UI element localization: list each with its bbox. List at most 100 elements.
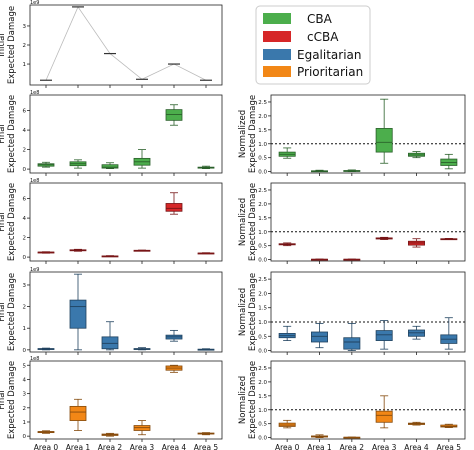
axes-frame [270, 94, 466, 174]
box-3 [375, 395, 393, 429]
box-body [311, 331, 328, 343]
box-5 [440, 153, 458, 170]
y-tick-label: 0 [23, 167, 27, 173]
y-axis-label-line: Final [0, 390, 7, 410]
y-axis-label-line: Expected Damage [248, 361, 258, 439]
y-tick-label: 0.5 [258, 422, 267, 428]
box-1 [69, 248, 87, 252]
legend-label-prioritarian: Prioritarian [297, 65, 363, 79]
y-tick-label: 1 [23, 326, 27, 332]
y-axis-label: InitialExpected Damage [0, 6, 17, 84]
panel-final-cCBA: 0 2 4 6 1e8 FinalExpected Damage [0, 178, 223, 264]
y-axis-label-line: Expected Damage [248, 183, 258, 261]
y-tick-label: 3 [23, 24, 27, 30]
y-scale-label: 1e8 [30, 356, 39, 362]
axes-frame [29, 4, 223, 86]
y-axis-label: NormalizedExpected Damage [238, 361, 258, 439]
box-5 [197, 165, 215, 170]
series-line [45, 6, 207, 81]
y-tick-label: 2.0 [258, 380, 267, 386]
box-0 [37, 161, 55, 168]
box-2 [343, 323, 361, 351]
y-tick-label: 0 [23, 255, 27, 261]
box-1 [69, 273, 87, 351]
box-body [375, 128, 393, 153]
box-2 [101, 432, 119, 437]
y-axis-label-line: Expected Damage [248, 273, 258, 351]
y-tick-label: 2.5 [258, 277, 267, 283]
x-tick-label: Area 5 [437, 443, 462, 450]
box-3 [133, 249, 151, 252]
legend-label-ccba: cCBA [307, 30, 339, 44]
axes-frame [270, 182, 466, 262]
legend-swatch-ccba [263, 31, 291, 42]
y-axis-label: FinalExpected Damage [0, 95, 17, 173]
y-tick-label: 3 [23, 283, 27, 289]
box-body [69, 299, 87, 329]
box-2 [343, 436, 361, 439]
box-5 [440, 423, 458, 428]
box-2 [101, 321, 119, 351]
y-tick-label: 5 [23, 363, 27, 369]
y-axis-label: NormalizedExpected Damage [238, 183, 258, 261]
y-axis-label-line: Expected Damage [7, 6, 17, 84]
y-tick-label: 0.5 [258, 156, 267, 162]
box-1 [69, 159, 87, 169]
y-axis-label: NormalizedExpected Damage [238, 95, 258, 173]
y-axis-label-line: Final [0, 302, 7, 322]
y-axis-label-line: Normalized [238, 288, 248, 336]
y-tick-label: 1 [23, 420, 27, 426]
y-tick-label: 4 [23, 216, 27, 222]
x-tick-label: Area 2 [98, 443, 123, 450]
y-tick-label: 6 [23, 197, 27, 203]
box-5 [197, 432, 215, 436]
box-5 [440, 238, 458, 241]
y-tick-label: 1.5 [258, 394, 267, 400]
y-axis-label-line: Normalized [238, 198, 248, 246]
y-tick-label: 1.5 [258, 128, 267, 134]
y-axis-label: NormalizedExpected Damage [238, 273, 258, 351]
axes-frame [29, 94, 223, 174]
y-axis-label: FinalExpected Damage [0, 183, 17, 261]
box-0 [278, 419, 296, 429]
box-body [101, 164, 119, 169]
box-body [375, 410, 393, 423]
box-4 [408, 151, 425, 159]
box-0 [37, 430, 55, 434]
box-1 [311, 169, 328, 173]
x-tick-label: Area 3 [130, 443, 155, 450]
x-tick-label: Area 0 [275, 443, 300, 450]
panel-final-CBA: 0 2 4 6 1e8 FinalExpected Damage [0, 90, 223, 176]
y-axis-label-line: Initial [0, 33, 7, 57]
x-tick-label: Area 0 [34, 443, 59, 450]
y-tick-label: 6 [23, 109, 27, 115]
y-axis-label-line: Final [0, 212, 7, 232]
y-tick-label: 2 [23, 236, 27, 242]
axes-frame [29, 271, 223, 353]
box-body [101, 336, 119, 350]
box-0 [278, 242, 296, 247]
y-tick-label: 1.5 [258, 306, 267, 312]
y-tick-label: 2 [23, 305, 27, 311]
x-tick-label: Area 1 [307, 443, 332, 450]
box-2 [101, 162, 119, 170]
legend-swatch-prioritarian [263, 66, 291, 77]
box-2 [343, 258, 361, 261]
box-0 [37, 347, 55, 351]
x-tick-label: Area 4 [404, 443, 429, 450]
box-3 [375, 236, 393, 240]
box-2 [343, 169, 361, 173]
axes-frame [270, 271, 466, 353]
y-tick-label: 1.5 [258, 216, 267, 222]
box-1 [69, 398, 87, 431]
y-tick-label: 0.0 [258, 170, 267, 176]
box-4 [165, 364, 183, 373]
y-tick-label: 2.0 [258, 114, 267, 120]
y-axis-label: FinalExpected Damage [0, 273, 17, 351]
y-tick-label: 0.5 [258, 244, 267, 250]
y-tick-label: 2.5 [258, 366, 267, 372]
box-5 [197, 348, 215, 351]
